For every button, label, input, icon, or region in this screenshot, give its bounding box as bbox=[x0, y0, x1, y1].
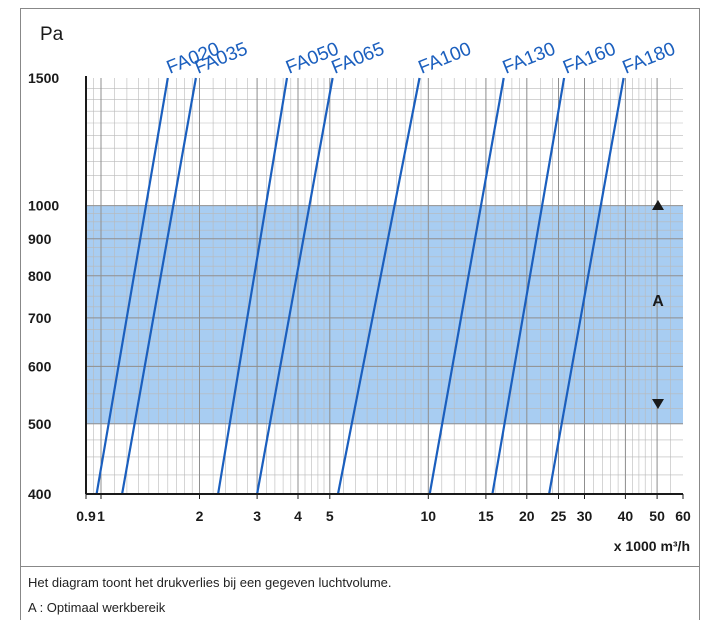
series-label-fa180: FA180 bbox=[620, 39, 679, 79]
y-tick-label: 500 bbox=[28, 416, 52, 432]
caption-divider bbox=[20, 566, 700, 567]
x-axis-unit: x 1000 m³/h bbox=[614, 538, 690, 554]
y-tick-label: 1500 bbox=[28, 70, 59, 86]
y-tick-label: 400 bbox=[28, 486, 52, 502]
y-tick-label: 900 bbox=[28, 231, 52, 247]
arrow-up-icon bbox=[652, 200, 664, 210]
x-tick-label: 10 bbox=[421, 508, 437, 524]
x-tick-label: 1 bbox=[97, 508, 105, 524]
series-line-fa065 bbox=[256, 77, 334, 495]
region-label: A bbox=[652, 293, 664, 310]
x-tick-label: 3 bbox=[253, 508, 261, 524]
y-tick-labels: 400 500 600 700 800 900 1000 1500 bbox=[28, 70, 59, 502]
series-line-fa180 bbox=[548, 77, 625, 495]
series-line-fa035 bbox=[121, 77, 197, 495]
optimal-range-band bbox=[86, 205, 683, 424]
series-label-fa100: FA100 bbox=[416, 39, 475, 79]
x-tick-label: 0.9 bbox=[76, 508, 96, 524]
series-label-fa130: FA130 bbox=[500, 39, 559, 79]
x-tick-labels: 0.9 1 2 3 4 5 10 15 20 25 30 40 50 60 bbox=[76, 508, 691, 524]
series-line-fa050 bbox=[217, 77, 289, 495]
arrow-down-icon bbox=[652, 399, 664, 409]
pressure-loss-chart: 400 500 600 700 800 900 1000 1500 0.9 1 2 3 4 5 10 15 2… bbox=[28, 24, 691, 554]
y-tick-label: 800 bbox=[28, 268, 52, 284]
x-tick-label: 4 bbox=[294, 508, 302, 524]
y-tick-label: 1000 bbox=[28, 198, 59, 214]
x-tick-label: 2 bbox=[196, 508, 204, 524]
y-axis-unit: Pa bbox=[40, 24, 64, 45]
x-tick-label: 5 bbox=[326, 508, 334, 524]
y-tick-label: 600 bbox=[28, 358, 52, 374]
series-line-fa160 bbox=[491, 77, 566, 495]
x-tick-label: 60 bbox=[675, 508, 691, 524]
y-tick-label: 700 bbox=[28, 310, 52, 326]
x-tick-label: 30 bbox=[577, 508, 593, 524]
region-legend: A : Optimaal werkbereik bbox=[28, 600, 166, 615]
chart-frame bbox=[20, 8, 700, 620]
series-label-fa160: FA160 bbox=[560, 39, 619, 79]
series-lines bbox=[95, 77, 625, 495]
x-tick-label: 40 bbox=[618, 508, 634, 524]
chart-description: Het diagram toont het drukverlies bij ee… bbox=[28, 575, 392, 590]
major-grid bbox=[86, 78, 683, 494]
series-line-fa020 bbox=[95, 77, 169, 495]
series-label-fa065: FA065 bbox=[329, 39, 388, 79]
minor-grid bbox=[86, 78, 683, 494]
axes bbox=[85, 76, 684, 499]
series-line-fa100 bbox=[336, 77, 421, 495]
series-line-fa130 bbox=[428, 77, 505, 495]
x-tick-label: 50 bbox=[649, 508, 665, 524]
x-tick-label: 15 bbox=[478, 508, 494, 524]
x-tick-label: 25 bbox=[551, 508, 567, 524]
x-tick-label: 20 bbox=[519, 508, 535, 524]
